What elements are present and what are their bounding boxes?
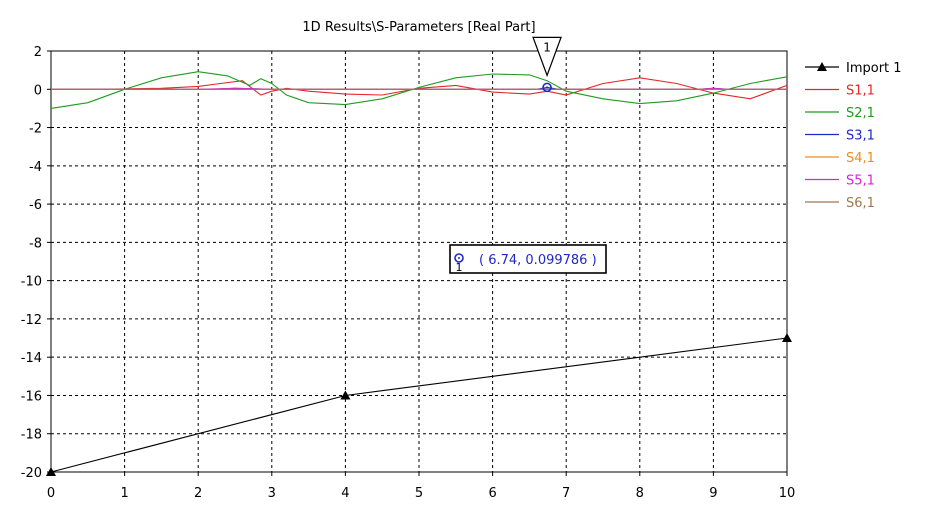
legend-item-s6-1[interactable]: S6,1 xyxy=(805,196,875,211)
x-tick-label: 8 xyxy=(636,486,644,501)
x-tick-label: 4 xyxy=(341,486,349,501)
legend-triangle-icon xyxy=(817,62,827,71)
legend-item-s3-1[interactable]: S3,1 xyxy=(805,129,875,144)
y-tick-label: -20 xyxy=(21,466,42,481)
legend-label: S2,1 xyxy=(846,106,875,121)
x-tick-label: 6 xyxy=(488,486,496,501)
x-tick-label: 9 xyxy=(709,486,717,501)
legend-item-import-1[interactable]: Import 1 xyxy=(805,61,902,76)
marker-readout-symbol-center xyxy=(458,257,460,259)
y-tick-label: -12 xyxy=(21,313,42,328)
data-point-triangle xyxy=(46,467,56,476)
y-tick-label: -8 xyxy=(29,236,42,251)
legend-label: S4,1 xyxy=(846,151,875,166)
x-tick-label: 3 xyxy=(268,486,276,501)
series-group xyxy=(46,71,792,476)
marker-flag-label: 1 xyxy=(543,40,551,54)
marker-point[interactable] xyxy=(542,82,552,93)
y-tick-label: -16 xyxy=(21,389,42,404)
y-tick-label: -4 xyxy=(29,160,42,175)
legend[interactable]: Import 1 S1,1 S2,1 S3,1 S4,1 S5,1 S6,1 xyxy=(805,61,902,211)
x-tick-label: 2 xyxy=(194,486,202,501)
series-line-s2-1 xyxy=(50,71,788,109)
axis-ticks: 0 1 2 3 4 5 6 7 8 9 10 2 0 -2 -4 -6 -8 -10 -12 -14 -16 -18 -20 xyxy=(21,45,796,501)
y-tick-label: -10 xyxy=(21,275,42,290)
y-tick-label: 2 xyxy=(34,45,42,60)
y-tick-label: -2 xyxy=(29,122,42,137)
y-tick-label: 0 xyxy=(34,83,42,98)
marker-point-center xyxy=(546,86,549,89)
legend-item-s4-1[interactable]: S4,1 xyxy=(805,151,875,166)
x-tick-label: 10 xyxy=(779,486,796,501)
marker-flag[interactable] xyxy=(532,36,562,78)
legend-item-s2-1[interactable]: S2,1 xyxy=(805,106,875,121)
x-tick-label: 1 xyxy=(120,486,128,501)
x-tick-label: 0 xyxy=(47,486,55,501)
legend-label: S6,1 xyxy=(846,196,875,211)
grid xyxy=(51,51,787,472)
legend-label: Import 1 xyxy=(846,61,902,76)
legend-item-s1-1[interactable]: S1,1 xyxy=(805,84,875,99)
legend-label: S3,1 xyxy=(846,129,875,144)
x-tick-label: 7 xyxy=(562,486,570,501)
legend-item-s5-1[interactable]: S5,1 xyxy=(805,174,875,189)
legend-label: S1,1 xyxy=(846,84,875,99)
y-tick-label: -18 xyxy=(21,428,42,443)
data-point-triangle xyxy=(340,390,351,400)
curve-marker[interactable]: 1 1 ( 6.74, 0.099786 ) xyxy=(449,36,607,274)
chart-title: 1D Results\S-Parameters [Real Part] xyxy=(302,20,535,35)
marker-readout-box[interactable] xyxy=(449,244,607,274)
y-tick-label: -14 xyxy=(21,351,42,366)
y-tick-label: -6 xyxy=(29,198,42,213)
x-tick-label: 5 xyxy=(415,486,423,501)
data-point-triangle xyxy=(782,333,792,343)
marker-readout-subscript: 1 xyxy=(456,261,463,274)
marker-readout-symbol xyxy=(454,253,464,263)
marker-readout-text: ( 6.74, 0.099786 ) xyxy=(479,253,597,268)
legend-label: S5,1 xyxy=(846,174,875,189)
series-line-s1-1 xyxy=(51,77,788,100)
